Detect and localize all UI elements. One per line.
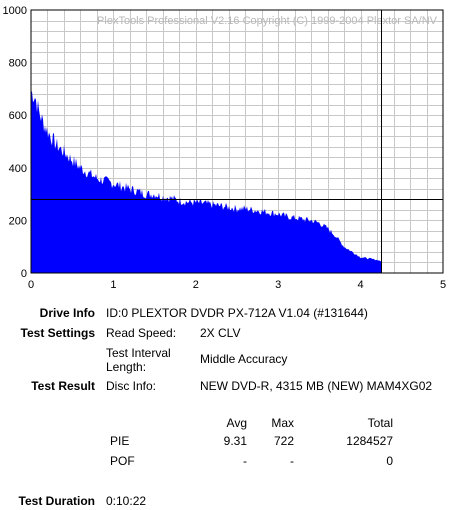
pie-label: PIE: [110, 434, 130, 448]
pie-total: 1284527: [346, 434, 393, 448]
pof-label: POF: [110, 454, 135, 468]
x-tick-label: 1: [110, 279, 116, 291]
x-tick-label: 3: [275, 279, 281, 291]
disc-info-value: NEW DVD-R, 4315 MB (NEW) MAM4XG02: [200, 379, 433, 393]
disc-info-label: Disc Info:: [106, 379, 157, 393]
y-axis-ticks: 0 200 400 600 800 1000: [3, 5, 27, 280]
chart-title: PlexTools Professional V2.16 Copyright (…: [97, 15, 438, 27]
x-axis-ticks: 0 1 2 3 4 5: [28, 279, 446, 291]
pof-avg: -: [243, 454, 247, 468]
test-interval-label-line2: Length:: [106, 360, 147, 374]
read-speed-label: Read Speed:: [106, 326, 177, 340]
drive-info-label: Drive Info: [39, 306, 95, 320]
test-settings-label: Test Settings: [20, 326, 95, 340]
y-tick-label: 200: [9, 215, 27, 227]
y-tick-label: 0: [21, 268, 27, 280]
test-duration-value: 0:10:22: [106, 494, 147, 508]
test-result-label: Test Result: [31, 379, 95, 393]
pof-total: 0: [386, 454, 393, 468]
y-tick-label: 600: [9, 110, 27, 122]
crosshair: [31, 10, 443, 273]
y-tick-label: 400: [9, 163, 27, 175]
y-tick-label: 1000: [3, 5, 27, 17]
read-speed-value: 2X CLV: [200, 326, 241, 340]
pof-max: -: [290, 454, 294, 468]
test-interval-value: Middle Accuracy: [200, 352, 288, 366]
x-tick-label: 4: [358, 279, 364, 291]
drive-info-value: ID:0 PLEXTOR DVDR PX-712A V1.04 (#131644…: [106, 306, 368, 320]
pie-max: 722: [273, 434, 294, 448]
col-avg-header: Avg: [226, 416, 247, 430]
x-tick-label: 5: [440, 279, 446, 291]
test-duration-label: Test Duration: [18, 494, 95, 508]
series-area-0: [31, 91, 382, 273]
col-max-header: Max: [271, 416, 294, 430]
y-tick-label: 800: [9, 58, 27, 70]
col-total-header: Total: [367, 416, 393, 430]
x-tick-label: 2: [193, 279, 199, 291]
test-interval-label-line1: Test Interval: [106, 346, 171, 360]
pie-chart: PlexTools Professional V2.16 Copyright (…: [3, 5, 447, 291]
data-area: [31, 91, 382, 273]
plot-frame: [30, 9, 444, 274]
x-tick-label: 0: [28, 279, 34, 291]
pie-avg: 9.31: [223, 434, 247, 448]
